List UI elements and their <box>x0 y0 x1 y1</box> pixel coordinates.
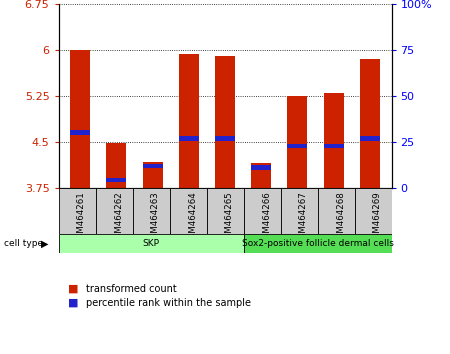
Bar <box>170 188 207 234</box>
Bar <box>324 92 343 188</box>
Text: transformed count: transformed count <box>86 284 176 293</box>
Bar <box>360 136 380 141</box>
Text: Sox2-positive follicle dermal cells: Sox2-positive follicle dermal cells <box>242 239 393 248</box>
Bar <box>243 234 392 253</box>
Bar <box>280 188 318 234</box>
Text: ■: ■ <box>68 298 78 308</box>
Bar <box>360 59 380 188</box>
Bar <box>251 163 271 188</box>
Bar <box>95 188 132 234</box>
Bar <box>70 130 90 135</box>
Bar <box>288 144 307 148</box>
Bar <box>243 188 280 234</box>
Text: percentile rank within the sample: percentile rank within the sample <box>86 298 251 308</box>
Bar <box>143 164 162 168</box>
Text: ▶: ▶ <box>41 238 49 249</box>
Bar <box>132 188 170 234</box>
Bar <box>251 165 271 170</box>
Text: ■: ■ <box>68 284 78 293</box>
Text: cell type: cell type <box>4 239 44 248</box>
Title: GDS3753 / 10339514: GDS3753 / 10339514 <box>150 0 300 1</box>
Bar <box>355 188 392 234</box>
Bar <box>215 56 235 188</box>
Bar <box>107 143 126 188</box>
Bar <box>58 188 95 234</box>
Text: GSM464265: GSM464265 <box>225 191 234 244</box>
Bar <box>70 50 90 188</box>
Bar <box>58 234 243 253</box>
Bar <box>207 188 243 234</box>
Bar <box>324 144 343 148</box>
Bar <box>215 136 235 141</box>
Text: GSM464261: GSM464261 <box>77 191 86 244</box>
Bar <box>143 162 162 188</box>
Text: GSM464262: GSM464262 <box>114 191 123 244</box>
Bar <box>318 188 355 234</box>
Text: GSM464269: GSM464269 <box>373 191 382 244</box>
Bar <box>179 136 199 141</box>
Text: GSM464266: GSM464266 <box>262 191 271 244</box>
Bar <box>179 55 199 188</box>
Bar <box>288 96 307 188</box>
Text: GSM464268: GSM464268 <box>336 191 345 244</box>
Text: GSM464263: GSM464263 <box>151 191 160 244</box>
Text: GSM464264: GSM464264 <box>188 191 197 244</box>
Text: GSM464267: GSM464267 <box>299 191 308 244</box>
Bar <box>107 178 126 182</box>
Text: SKP: SKP <box>143 239 159 248</box>
